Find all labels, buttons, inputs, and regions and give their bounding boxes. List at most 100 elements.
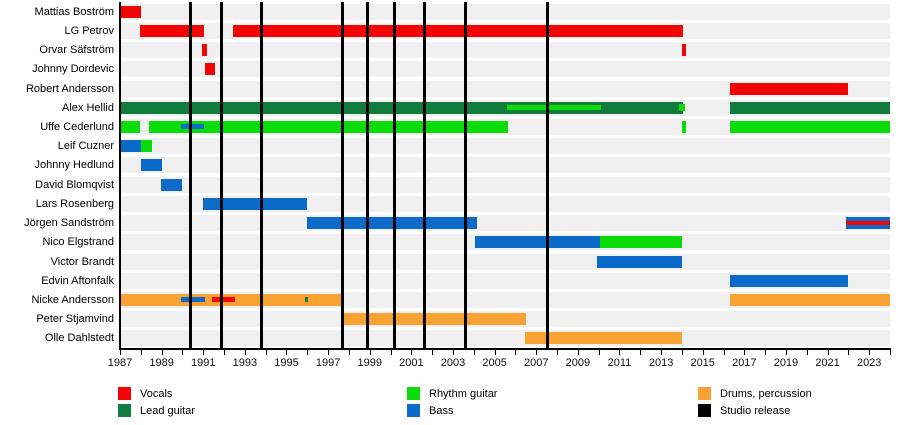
x-axis-tick <box>348 350 350 355</box>
member-name-label: Johnny Hedlund <box>34 159 114 172</box>
timeline-bar-rhythm_guitar <box>120 120 140 133</box>
studio-release-line <box>464 2 468 348</box>
x-axis-year-label: 1999 <box>357 357 382 369</box>
member-name-label: Edvin Aftonfalk <box>41 274 114 287</box>
x-axis-year-label: 2021 <box>815 357 840 369</box>
timeline-row-band <box>120 253 890 270</box>
x-axis-year-label: 1991 <box>190 357 216 369</box>
legend-swatch-drums <box>698 387 711 400</box>
member-name-label: Olle Dahlstedt <box>44 332 114 345</box>
x-axis-year-label: 1993 <box>232 357 258 369</box>
member-name-label: Peter Stjamvind <box>36 313 114 326</box>
studio-release-line <box>220 2 224 348</box>
timeline-bar-vocals <box>205 63 215 76</box>
member-name-label: Victor Brandt <box>50 255 114 268</box>
x-axis-tick <box>432 350 434 355</box>
x-axis-tick <box>411 350 413 355</box>
timeline-row-band <box>120 157 890 174</box>
timeline-bar-drums <box>342 313 526 326</box>
legend-item-studio_release: Studio release <box>698 404 790 417</box>
timeline-bar-rhythm_guitar <box>729 120 890 133</box>
timeline-bar-rhythm_guitar <box>678 104 685 112</box>
x-axis-year-label: 2005 <box>482 357 507 369</box>
x-axis-year-label: 2001 <box>399 357 424 369</box>
legend-swatch-bass <box>407 404 420 417</box>
timeline-bar-vocals <box>729 82 849 95</box>
x-axis-year-label: 2003 <box>440 357 466 369</box>
timeline-bar-rhythm_guitar <box>140 140 153 153</box>
legend-item-lead_guitar: Lead guitar <box>118 404 195 417</box>
timeline-bar-bass <box>120 140 141 153</box>
x-axis-tick <box>827 350 829 355</box>
timeline-bar-lead_guitar <box>729 101 890 114</box>
timeline-bar-vocals <box>202 44 208 57</box>
x-axis-year-label: 1997 <box>315 357 341 369</box>
member-name-label: LG Petrov <box>64 24 114 37</box>
member-name-label: Lars Rosenberg <box>35 197 114 210</box>
timeline-bar-vocals <box>120 5 141 18</box>
timeline-row-band <box>120 272 890 289</box>
timeline-bar-vocals <box>681 44 687 57</box>
x-axis-tick <box>681 350 683 355</box>
x-axis-year-label: 2017 <box>732 357 757 369</box>
member-name-label: Nico Elgstrand <box>42 236 114 249</box>
x-axis-tick <box>702 350 704 355</box>
x-axis-year-label: 2007 <box>523 357 549 369</box>
legend-label-lead_guitar: Lead guitar <box>140 404 196 417</box>
x-axis-tick <box>182 350 184 355</box>
x-axis-tick <box>785 350 787 355</box>
member-name-label: David Blomqvist <box>35 178 114 191</box>
timeline-bar-vocals <box>139 24 205 37</box>
x-axis-year-label: 1995 <box>274 357 299 369</box>
legend-item-rhythm_guitar: Rhythm guitar <box>407 387 497 400</box>
timeline-bar-rhythm_guitar <box>681 120 687 133</box>
x-axis-tick <box>661 350 663 355</box>
legend-item-bass: Bass <box>407 404 453 417</box>
x-axis-tick <box>619 350 621 355</box>
timeline-bar-vocals <box>846 221 890 226</box>
x-axis-tick <box>328 350 330 355</box>
timeline-row-band <box>120 42 890 59</box>
x-axis-tick <box>890 350 891 355</box>
x-axis-line <box>119 348 891 350</box>
x-axis-tick <box>515 350 517 355</box>
legend-label-vocals: Vocals <box>140 387 173 400</box>
legend-swatch-lead_guitar <box>118 404 131 417</box>
x-axis-year-label: 2015 <box>690 357 715 369</box>
timeline-bar-rhythm_guitar <box>599 236 682 249</box>
x-axis-tick <box>452 350 454 355</box>
timeline-bar-bass <box>203 197 308 210</box>
timeline-bar-drums <box>729 293 890 306</box>
member-name-label: Mattias Boström <box>34 5 114 18</box>
x-axis-tick <box>161 350 163 355</box>
x-axis-tick <box>869 350 871 355</box>
timeline-bar-rhythm_guitar <box>507 105 601 111</box>
x-axis-tick <box>598 350 600 355</box>
member-name-label: Orvar Säfström <box>39 44 114 57</box>
member-name-label: Robert Andersson <box>25 82 114 95</box>
x-axis-tick <box>224 350 226 355</box>
timeline-bar-bass <box>729 274 849 287</box>
timeline-bar-vocals <box>211 297 236 303</box>
timeline-bar-bass <box>181 124 205 130</box>
timeline-bar-bass <box>596 255 682 268</box>
x-axis-tick <box>577 350 579 355</box>
x-axis-tick <box>848 350 850 355</box>
timeline-bar-bass <box>160 178 183 191</box>
timeline-bar-bass <box>181 297 206 303</box>
legend-swatch-vocals <box>118 387 131 400</box>
x-axis-tick <box>557 350 559 355</box>
x-axis-tick <box>307 350 309 355</box>
x-axis-year-label: 2011 <box>607 357 632 369</box>
legend-item-drums: Drums, percussion <box>698 387 812 400</box>
legend-label-rhythm_guitar: Rhythm guitar <box>429 387 498 400</box>
x-axis-tick <box>723 350 725 355</box>
studio-release-line <box>366 2 370 348</box>
legend-swatch-studio_release <box>698 404 711 417</box>
x-axis-tick <box>265 350 267 355</box>
timeline-bar-lead_guitar <box>305 297 309 303</box>
studio-release-line <box>393 2 397 348</box>
member-name-label: Jörgen Sandström <box>24 217 114 230</box>
timeline-row-band <box>120 215 890 232</box>
